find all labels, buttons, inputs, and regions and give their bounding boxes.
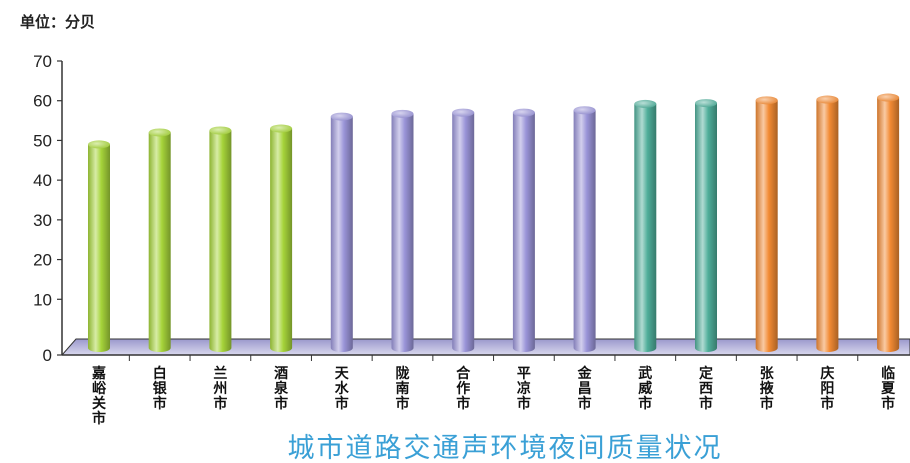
bar-top	[573, 106, 596, 115]
category-label: 合作市	[456, 365, 471, 412]
bar-body	[148, 132, 171, 352]
axes	[57, 60, 910, 361]
bar-top	[452, 108, 475, 117]
bar-top	[330, 112, 353, 121]
bar-top	[877, 93, 900, 102]
bar-body	[634, 103, 657, 353]
y-tick-label: 50	[33, 131, 52, 150]
unit-label: 单位：分贝	[20, 13, 95, 31]
bar-top	[391, 109, 414, 118]
bar-top	[270, 124, 293, 133]
bar-body	[209, 130, 232, 352]
bar-body	[270, 128, 293, 352]
bar-top	[695, 99, 717, 108]
y-tick-labels: 0 10 20 30 40 50 60 70	[33, 52, 52, 365]
bar	[755, 96, 778, 353]
bar-top	[755, 96, 778, 105]
category-label: 天水市	[335, 366, 350, 412]
bar-body	[391, 113, 414, 352]
bar-body	[877, 97, 900, 352]
category-label: 临夏市	[881, 365, 896, 412]
category-label: 平凉市	[517, 366, 531, 412]
bar	[148, 128, 171, 352]
bar-body	[512, 112, 535, 352]
bar-body	[695, 103, 717, 353]
category-label: 白银市	[153, 365, 168, 412]
bar-body	[755, 100, 778, 353]
y-tick-label: 10	[33, 290, 52, 309]
y-tick-label: 20	[33, 251, 52, 270]
bar	[695, 99, 717, 353]
bar-top	[148, 128, 171, 137]
bar	[634, 99, 657, 353]
category-label: 兰州市	[212, 365, 227, 412]
category-label: 陇南市	[396, 365, 410, 412]
bar-top	[634, 99, 657, 108]
bar-top	[209, 126, 232, 135]
bar	[452, 108, 475, 352]
bar	[330, 112, 353, 352]
bar-top	[512, 108, 535, 117]
category-label: 嘉峪关市	[91, 365, 107, 427]
bar-body	[452, 112, 475, 352]
y-tick-label: 70	[33, 52, 52, 71]
y-tick-label: 40	[33, 171, 52, 190]
category-label: 酒泉市	[274, 366, 289, 412]
bar-body	[573, 110, 596, 352]
bar	[877, 93, 900, 352]
bar-top	[88, 140, 110, 149]
bars	[88, 93, 900, 353]
y-tick-label: 30	[33, 211, 52, 230]
category-label: 张掖市	[760, 366, 775, 412]
bar-top	[816, 95, 839, 104]
chart-title: 城市道路交通声环境夜间质量状况	[288, 433, 723, 463]
bar-body	[88, 144, 110, 352]
bar-body	[330, 116, 353, 352]
bar	[270, 124, 293, 352]
bar	[88, 140, 110, 352]
category-label: 庆阳市	[820, 365, 834, 412]
y-tick-label: 60	[33, 92, 52, 111]
category-label: 定西市	[699, 365, 713, 412]
chart-floor	[60, 338, 910, 356]
bar	[816, 95, 839, 352]
category-label: 金昌市	[577, 365, 593, 412]
bar	[209, 126, 232, 352]
bar	[391, 109, 414, 352]
bar-body	[816, 99, 839, 352]
category-labels: 嘉峪关市 白银市 兰州市 酒泉市 天水市 陇南市 合作市 平凉市 金昌市 武威市 定西市 张掖市 庆阳市…	[91, 365, 896, 427]
y-tick-label: 0	[43, 346, 52, 365]
category-label: 武威市	[638, 365, 652, 412]
bar	[512, 108, 535, 352]
bar	[573, 106, 596, 352]
